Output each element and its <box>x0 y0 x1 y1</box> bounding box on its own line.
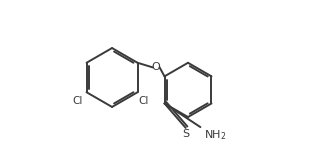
Text: O: O <box>152 62 160 72</box>
Text: S: S <box>182 129 189 139</box>
Text: Cl: Cl <box>138 96 149 106</box>
Text: Cl: Cl <box>72 96 83 106</box>
Text: NH$_2$: NH$_2$ <box>203 129 226 142</box>
